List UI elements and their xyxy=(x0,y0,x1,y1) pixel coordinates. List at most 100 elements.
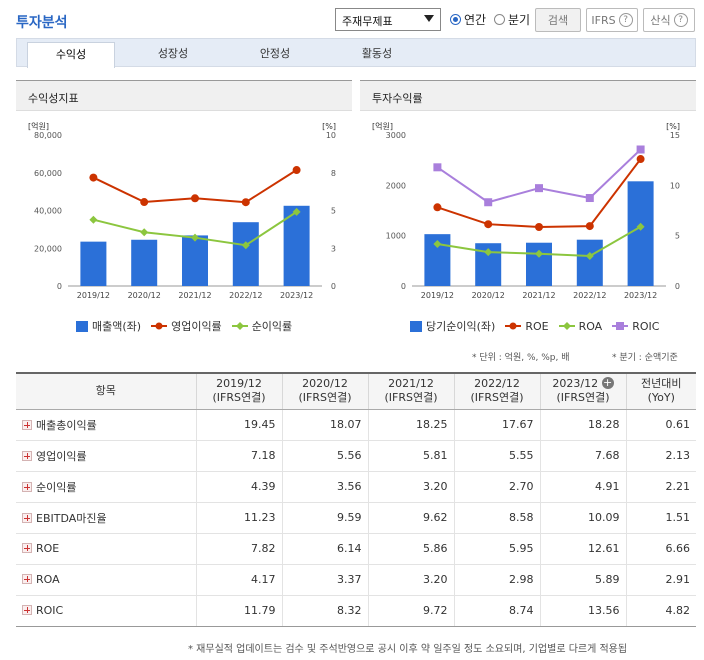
legend-item[interactable]: 당기순이익(좌) xyxy=(410,318,495,334)
legend-label: 순이익률 xyxy=(251,320,293,333)
value-cell: 0.61 xyxy=(625,409,696,441)
y-tick-left: 20,000 xyxy=(34,244,62,253)
quarter-note: * 분기 : 순액기준 xyxy=(612,353,678,363)
x-tick-label: 2022/12 xyxy=(573,291,606,300)
col-header-item: 항목 xyxy=(16,372,196,410)
value-cell: 7.68 xyxy=(539,440,626,472)
tab-activity[interactable]: 활동성 xyxy=(361,47,393,60)
data-point xyxy=(140,198,149,207)
y-tick-left: 40,000 xyxy=(34,207,62,216)
row-label-cell[interactable]: 순이익률 xyxy=(16,471,196,503)
radio-annual[interactable]: 연간 xyxy=(450,11,486,28)
value-cell: 18.28 xyxy=(539,409,626,441)
value-cell: 9.62 xyxy=(367,502,454,534)
legend-item[interactable]: 영업이익률 xyxy=(151,318,222,334)
value-cell: 9.59 xyxy=(281,502,368,534)
y-tick-left: 0 xyxy=(401,282,406,291)
radio-annual-label: 연간 xyxy=(464,13,487,27)
header-sublabel: (YoY) xyxy=(647,391,675,405)
line-marker-icon xyxy=(505,322,522,330)
legend-label: ROA xyxy=(578,319,603,333)
data-point xyxy=(292,207,301,216)
data-point xyxy=(535,223,543,232)
table-row: 매출총이익률 19.45 18.07 18.25 17.67 18.28 0.61 xyxy=(16,409,696,441)
y-axis-right-label: [%] xyxy=(322,122,336,131)
legend-item[interactable]: 순이익률 xyxy=(231,318,293,334)
return-panel: 투자수익률 [억원] [%] 3000 2000 1000 0 15 10 5 0 2019/12 2… xyxy=(360,80,696,338)
profitability-chart: [억원] [%] 80,000 60,000 40,000 20,000 0 10 8 5 3 0 20… xyxy=(28,121,336,300)
value-cell: 3.20 xyxy=(367,564,454,596)
tab-profitability[interactable]: 수익성 xyxy=(27,42,115,68)
x-tick-label: 2020/12 xyxy=(472,291,505,300)
radio-quarter[interactable]: 분기 xyxy=(494,11,530,28)
formula-button[interactable]: 산식 ? xyxy=(643,8,695,32)
statement-type-select[interactable]: 주재무제표 xyxy=(335,8,441,31)
row-label-cell[interactable]: EBITDA마진율 xyxy=(16,502,196,534)
expand-plus-icon[interactable] xyxy=(22,450,32,461)
header-label: 2021/12 xyxy=(388,377,434,391)
row-label-cell[interactable]: 매출총이익률 xyxy=(16,409,196,441)
value-cell: 13.56 xyxy=(539,595,626,627)
add-column-icon[interactable]: + xyxy=(601,376,614,390)
bar xyxy=(232,222,259,286)
y-tick-left: 80,000 xyxy=(34,131,62,140)
row-label: 매출총이익률 xyxy=(36,418,97,432)
expand-plus-icon[interactable] xyxy=(22,574,32,584)
value-cell: 4.17 xyxy=(195,564,282,596)
expand-plus-icon[interactable] xyxy=(22,605,32,615)
header-label: 전년대비 xyxy=(641,377,682,391)
select-value: 주재무제표 xyxy=(342,15,393,28)
radio-quarter-label: 분기 xyxy=(508,13,531,27)
legend-item[interactable]: 매출액(좌) xyxy=(76,318,141,334)
tab-growth[interactable]: 성장성 xyxy=(157,47,189,60)
value-cell: 17.67 xyxy=(453,409,540,441)
value-cell: 9.72 xyxy=(367,595,454,627)
data-point xyxy=(140,228,149,237)
expand-plus-icon[interactable] xyxy=(22,543,32,553)
value-cell: 8.58 xyxy=(453,502,540,534)
y-tick-right: 0 xyxy=(675,282,680,291)
value-cell: 18.07 xyxy=(281,409,368,441)
y-tick-right: 3 xyxy=(331,244,336,253)
value-cell: 5.86 xyxy=(367,533,454,565)
data-point xyxy=(191,194,199,203)
y-tick-left: 60,000 xyxy=(34,169,62,178)
legend-label: ROE xyxy=(525,319,549,333)
value-cell: 3.20 xyxy=(367,471,454,503)
y-tick-right: 10 xyxy=(670,181,680,190)
row-label-cell[interactable]: ROE xyxy=(16,533,196,565)
bar-swatch-icon xyxy=(410,320,422,332)
row-label-cell[interactable]: ROIC xyxy=(16,595,196,627)
data-point xyxy=(484,220,493,229)
x-tick-label: 2023/12 xyxy=(624,291,657,300)
legend-label: 당기순이익(좌) xyxy=(426,320,496,333)
table-row: ROE 7.82 6.14 5.86 5.95 12.61 6.66 xyxy=(16,533,696,565)
formula-button-label: 산식 xyxy=(650,14,671,27)
legend-item[interactable]: ROIC xyxy=(612,320,659,333)
value-cell: 8.32 xyxy=(281,595,368,627)
chart-legend: 매출액(좌) 영업이익률 순이익률 xyxy=(76,318,292,334)
row-label-cell[interactable]: ROA xyxy=(16,564,196,596)
table-row: ROA 4.17 3.37 3.20 2.98 5.89 2.91 xyxy=(16,564,696,596)
data-point xyxy=(535,249,543,258)
value-cell: 12.61 xyxy=(539,533,626,565)
y-axis-left-label: [억원] xyxy=(372,121,393,131)
x-tick-label: 2022/12 xyxy=(229,291,262,300)
tab-stability[interactable]: 안정성 xyxy=(259,47,291,60)
expand-plus-icon[interactable] xyxy=(22,419,32,430)
radio-unchecked-icon xyxy=(494,14,505,25)
value-cell: 18.25 xyxy=(367,409,454,441)
legend-item[interactable]: ROE xyxy=(505,319,549,333)
header-sublabel: (IFRS연결) xyxy=(298,391,352,405)
row-label-cell[interactable]: 영업이익률 xyxy=(16,440,196,472)
expand-plus-icon[interactable] xyxy=(22,512,32,523)
header-sublabel: (IFRS연결) xyxy=(470,391,524,405)
data-point xyxy=(292,166,301,175)
bar xyxy=(627,181,654,286)
x-tick-label: 2021/12 xyxy=(522,291,555,300)
x-tick-label: 2021/12 xyxy=(178,291,211,300)
ifrs-button[interactable]: IFRS ? xyxy=(586,8,638,32)
legend-item[interactable]: ROA xyxy=(558,319,603,333)
expand-plus-icon[interactable] xyxy=(22,481,32,492)
search-button[interactable]: 검색 xyxy=(535,8,581,32)
